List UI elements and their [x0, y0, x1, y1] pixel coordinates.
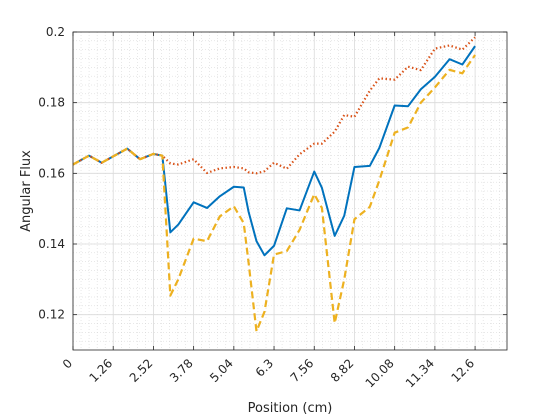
x-tick-label: 1.26 — [87, 356, 116, 385]
y-tick-label: 0.16 — [38, 166, 65, 180]
x-tick-label: 3.78 — [167, 356, 196, 385]
series-line-3 — [72, 54, 476, 333]
y-axis-label: Angular Flux — [19, 150, 34, 232]
x-tick-label: 6.3 — [253, 356, 276, 379]
x-tick-label: 8.82 — [328, 356, 357, 385]
x-tick-label: 12.6 — [448, 356, 477, 385]
y-tick-labels: 0.12 0.14 0.16 0.18 0.2 — [38, 25, 65, 322]
y-tick-label: 0.14 — [38, 237, 65, 251]
axes-box — [72, 31, 508, 351]
y-tick-label: 0.18 — [38, 96, 65, 110]
x-tick-label: 2.52 — [127, 356, 156, 385]
y-tick-label: 0.12 — [38, 308, 65, 322]
x-tick-label: 11.34 — [403, 356, 437, 390]
minor-grid — [73, 32, 507, 350]
y-tick-label: 0.2 — [46, 25, 65, 39]
series-layer — [72, 36, 476, 333]
x-tick-label: 0 — [60, 356, 75, 371]
x-tick-label: 5.04 — [207, 356, 236, 385]
x-tick-label: 7.56 — [288, 356, 317, 385]
x-tick-label: 10.08 — [363, 356, 397, 390]
x-axis-label: Position (cm) — [248, 401, 333, 416]
x-tick-labels: 0 1.26 2.52 3.78 5.04 6.3 7.56 8.82 10.08 11.34 12… — [60, 356, 477, 390]
tick-marks — [72, 31, 507, 350]
